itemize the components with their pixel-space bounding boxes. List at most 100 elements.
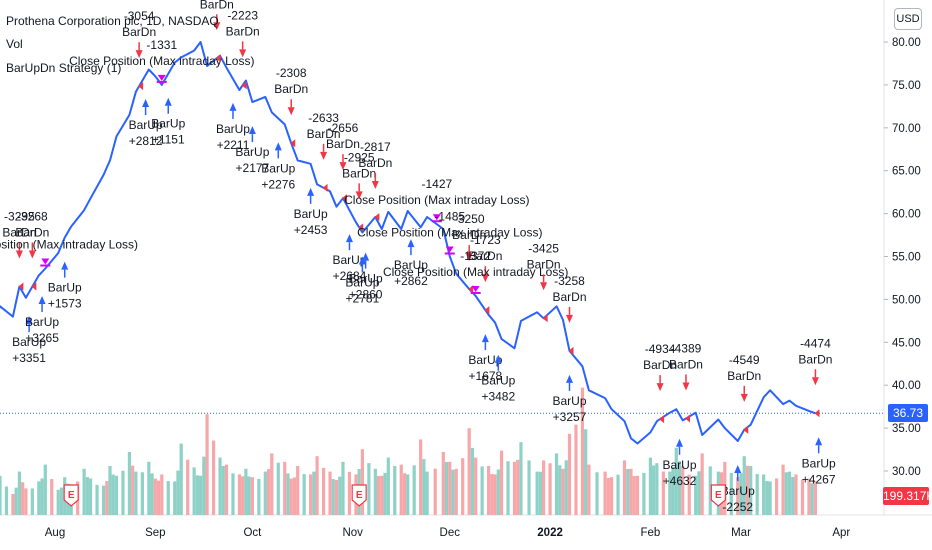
- bar-dn-arrow: [811, 377, 819, 386]
- bar-dn-arrow: [15, 250, 23, 259]
- volume-bar: [147, 461, 151, 515]
- bar-dn-arrow: [540, 282, 548, 291]
- bar-up-arrow: [345, 234, 353, 243]
- close-position-label: Close Position (Max intraday Loss): [344, 193, 529, 207]
- exit-marker: [241, 81, 247, 90]
- volume-bars: [0, 387, 818, 515]
- volume-bar: [88, 478, 93, 515]
- volume-bar: [729, 472, 733, 515]
- volume-bar: [328, 471, 332, 515]
- exit-marker: [814, 409, 820, 418]
- bar-up-profit-label: +2276: [261, 177, 295, 191]
- volume-bar: [490, 474, 494, 515]
- volume-bar: [43, 464, 47, 515]
- volume-bar: [603, 471, 607, 515]
- bar-up-label: BarUp: [235, 145, 269, 159]
- bar-dn-profit-label: -3268: [17, 210, 48, 224]
- exit-marker: [322, 183, 328, 192]
- volume-bar: [548, 463, 552, 515]
- volume-bar: [82, 468, 86, 515]
- volume-bar: [648, 457, 652, 515]
- volume-bar: [587, 464, 591, 515]
- volume-bar: [315, 456, 319, 515]
- volume-bar: [160, 474, 164, 515]
- bar-up-arrow: [676, 438, 684, 447]
- volume-bar: [810, 483, 814, 515]
- bar-up-profit-label: +2177: [236, 161, 270, 175]
- bar-dn-label: BarDn: [15, 226, 49, 240]
- volume-bar: [59, 487, 64, 515]
- bar-up-label: BarUp: [261, 161, 295, 175]
- bar-dn-profit-label: -4549: [729, 353, 760, 367]
- volume-bar: [516, 459, 520, 515]
- volume-bar: [101, 485, 106, 515]
- volume-bar: [542, 460, 546, 515]
- close-position-marker: [41, 258, 50, 265]
- volume-bar: [241, 476, 245, 515]
- volume-bar: [406, 474, 410, 515]
- volume-bar: [700, 453, 704, 515]
- volume-bar: [373, 468, 377, 515]
- volume-bar: [105, 481, 109, 515]
- bar-up-profit-label: +2812: [129, 134, 163, 148]
- volume-bar: [195, 475, 199, 515]
- bar-up-arrow: [25, 316, 33, 325]
- close-position-label: Close Position (Max intraday Loss): [383, 265, 568, 279]
- bar-up-profit-label: +2862: [394, 274, 428, 288]
- bar-dn-arrow: [465, 253, 473, 262]
- volume-bar: [321, 467, 326, 515]
- volume-bar: [50, 479, 54, 515]
- volume-bar: [211, 440, 216, 515]
- volume-bar: [380, 475, 384, 515]
- volume-bar: [451, 469, 455, 515]
- volume-bar: [360, 449, 365, 515]
- volume-bar: [134, 471, 138, 515]
- volume-bar: [742, 456, 746, 515]
- x-tick-label: Feb: [640, 527, 660, 539]
- bar-up-arrow: [358, 256, 366, 265]
- bar-dn-profit-label: -3250: [454, 212, 485, 226]
- volume-bar: [791, 476, 795, 515]
- volume-bar: [205, 414, 209, 515]
- volume-bar: [467, 428, 471, 515]
- volume-bar: [166, 481, 170, 515]
- volume-bar: [0, 475, 2, 515]
- bar-up-arrow: [38, 295, 46, 304]
- x-tick-label: Nov: [342, 527, 363, 539]
- last-volume-badge: 199.317K: [883, 487, 932, 505]
- bar-up-arrow: [164, 97, 172, 106]
- x-tick-label: Aug: [45, 527, 65, 539]
- volume-bar: [14, 487, 18, 515]
- volume-bar: [140, 472, 144, 515]
- bar-dn-arrow: [355, 191, 363, 200]
- volume-bar: [635, 475, 640, 515]
- volume-bar: [499, 450, 504, 515]
- volume-bar: [412, 465, 416, 515]
- currency-button[interactable]: USD: [894, 8, 922, 30]
- close-position-label: Close Position (Max intraday Loss): [357, 226, 542, 240]
- volume-bar: [538, 471, 542, 515]
- x-tick-label: Apr: [832, 527, 850, 539]
- bar-up-arrow: [142, 99, 150, 108]
- bar-up-arrow: [481, 334, 489, 343]
- volume-bar: [153, 478, 157, 515]
- bar-up-label: BarUp: [481, 374, 515, 388]
- price-line: [0, 41, 816, 445]
- bar-up-arrow: [274, 142, 282, 151]
- volume-bar: [629, 468, 633, 515]
- exit-marker: [542, 314, 548, 323]
- volume-bar: [668, 471, 672, 515]
- volume-bar: [564, 460, 568, 515]
- bar-dn-profit-label: -2308: [276, 66, 307, 80]
- exit-marker: [484, 306, 490, 315]
- bar-dn-profit-label: -4934: [645, 342, 676, 356]
- bar-up-label: BarUp: [468, 353, 502, 367]
- volume-bar: [270, 453, 274, 515]
- bar-up-profit-label: +2211: [217, 138, 250, 152]
- bar-dn-label: BarDn: [798, 352, 832, 366]
- bar-dn-label: BarDn: [326, 137, 360, 151]
- bar-up-label: BarUp: [25, 315, 59, 329]
- volume-bar: [156, 480, 161, 515]
